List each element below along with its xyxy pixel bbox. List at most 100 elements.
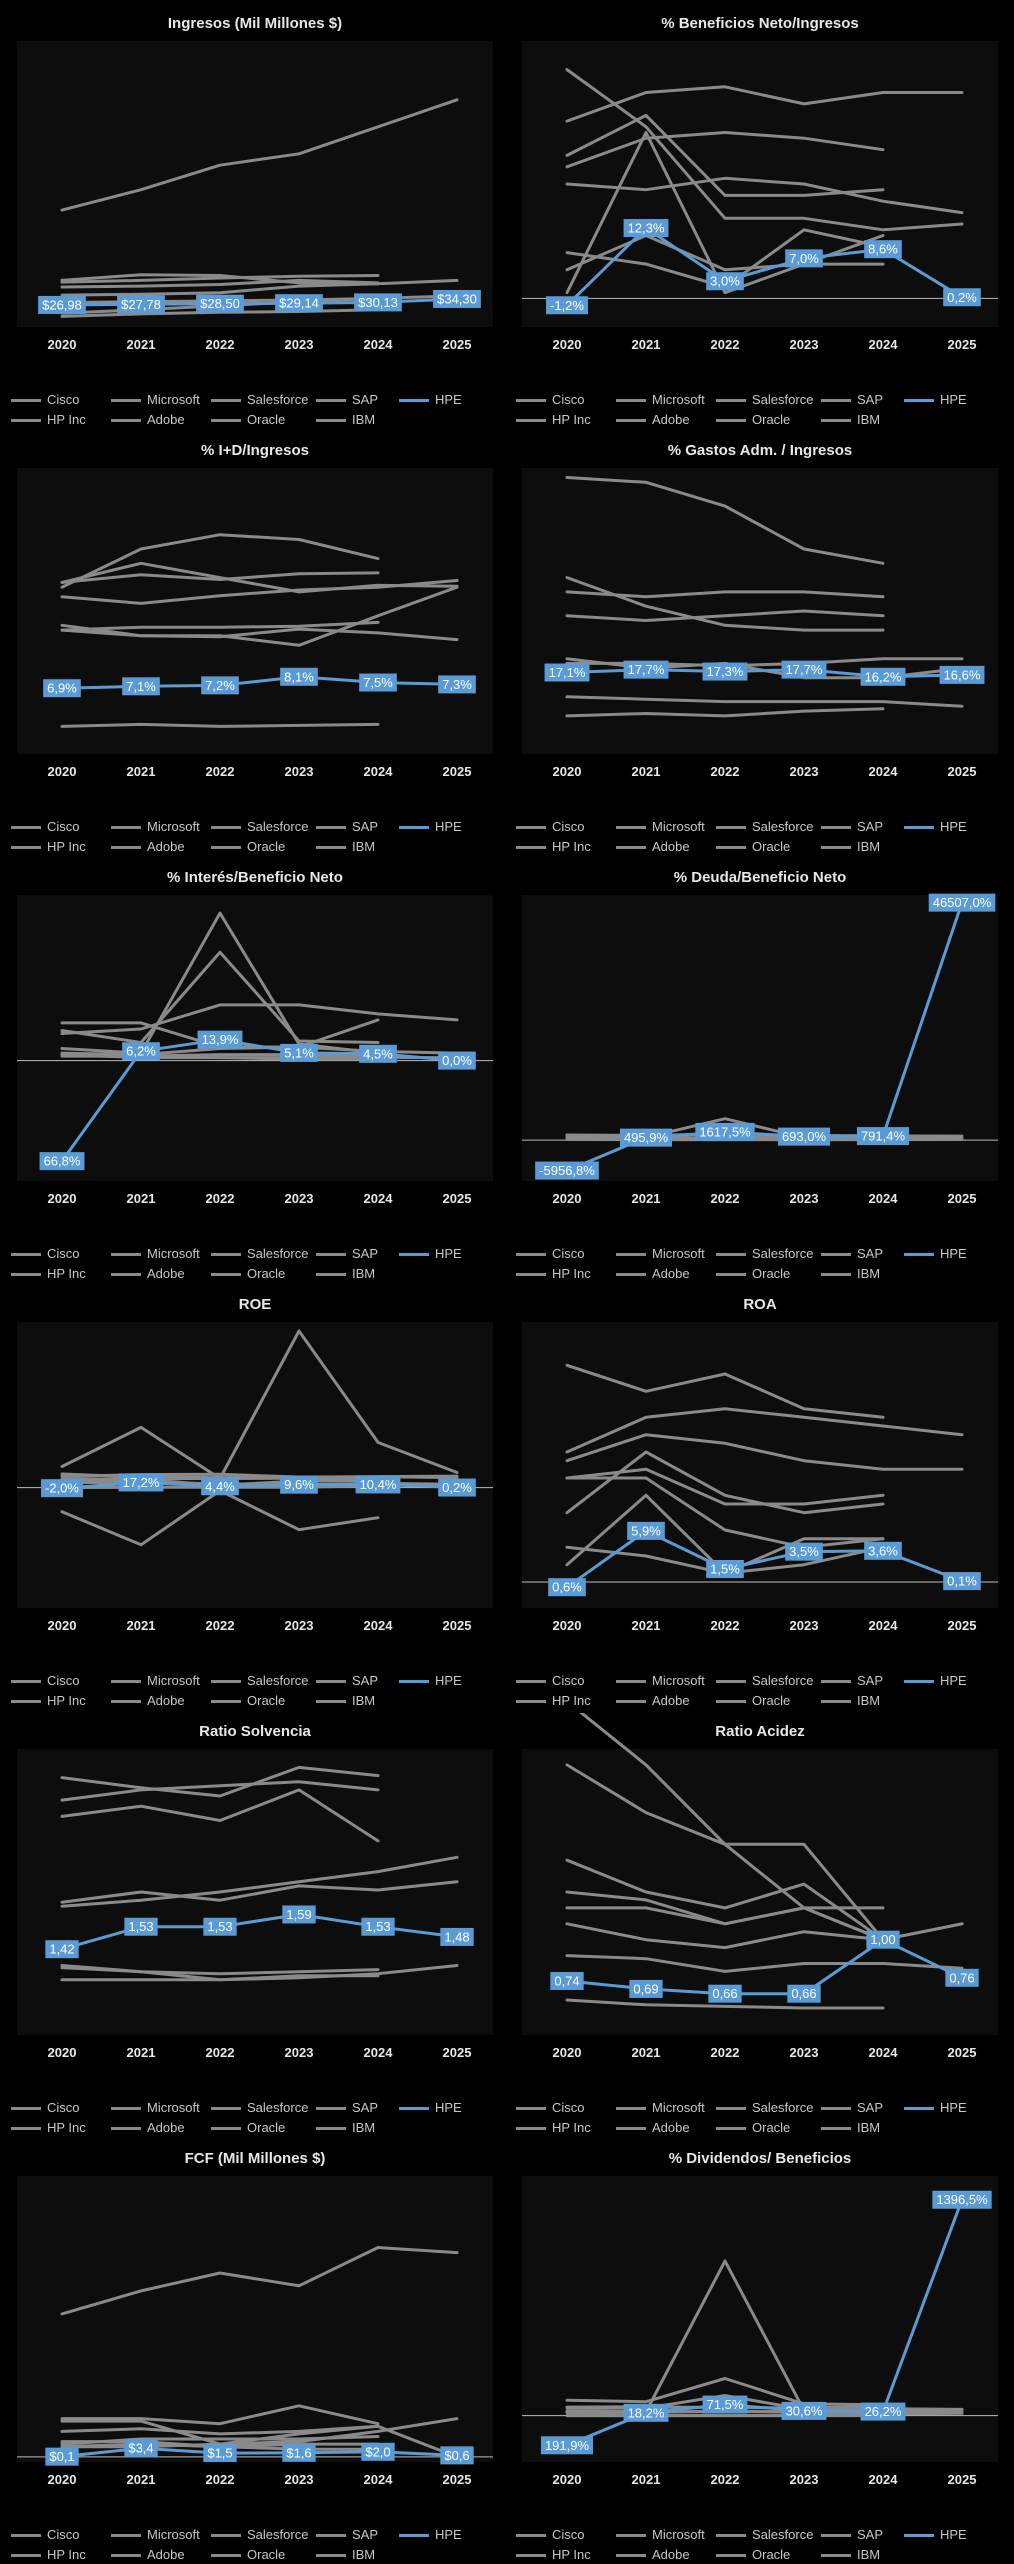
x-tick-label: 2022 xyxy=(711,764,740,779)
legend-swatch xyxy=(211,419,241,422)
data-label-text: 17,1% xyxy=(549,665,586,680)
data-label-hpe: 4,4% xyxy=(201,1477,239,1495)
data-label-hpe: 0,6% xyxy=(548,1578,586,1596)
data-label-text: 0,66 xyxy=(712,1986,737,2001)
legend-swatch xyxy=(316,846,346,849)
legend-swatch xyxy=(211,2534,241,2537)
legend-swatch xyxy=(11,399,41,402)
data-label-hpe: 46507,0% xyxy=(929,894,996,912)
data-label-text: 7,0% xyxy=(789,251,819,266)
legend-label: Salesforce xyxy=(247,2099,308,2117)
data-label-hpe: 18,2% xyxy=(624,2404,669,2422)
legend-swatch xyxy=(111,2107,141,2110)
x-tick-label: 2024 xyxy=(869,2472,899,2487)
data-label-text: 17,7% xyxy=(786,662,823,677)
legend-swatch xyxy=(316,419,346,422)
data-label-text: 5,1% xyxy=(284,1045,314,1060)
legend-label: Microsoft xyxy=(652,2099,705,2117)
legend-swatch xyxy=(399,826,429,829)
x-tick-label: 2022 xyxy=(206,2045,235,2060)
legend-label: Salesforce xyxy=(247,1672,308,1690)
legend-swatch xyxy=(111,1273,141,1276)
data-label-text: $34,30 xyxy=(437,291,477,306)
data-label-text: 3,0% xyxy=(710,274,740,289)
legend-swatch xyxy=(316,399,346,402)
legend-swatch xyxy=(111,399,141,402)
data-label-hpe: 1396,5% xyxy=(932,2191,991,2209)
x-tick-label: 2023 xyxy=(285,337,314,352)
legend-label: Microsoft xyxy=(147,818,200,836)
legend-label: Salesforce xyxy=(752,2526,813,2544)
data-label-hpe: 7,2% xyxy=(201,676,239,694)
legend-swatch xyxy=(211,1273,241,1276)
legend-label: HPE xyxy=(435,2526,462,2544)
data-label-text: 9,6% xyxy=(284,1477,314,1492)
data-label-hpe: 7,1% xyxy=(122,677,160,695)
legend-swatch xyxy=(716,419,746,422)
data-label-hpe: $0,1 xyxy=(45,2448,78,2466)
legend-swatch xyxy=(111,1680,141,1683)
data-label-text: 17,3% xyxy=(707,664,744,679)
legend-swatch xyxy=(11,1273,41,1276)
data-label-text: $27,78 xyxy=(121,297,161,312)
legend-label: Adobe xyxy=(652,411,690,429)
x-tick-label: 2025 xyxy=(443,337,472,352)
legend-label: Cisco xyxy=(552,2526,585,2544)
x-tick-label: 2022 xyxy=(206,1191,235,1206)
legend-label: Microsoft xyxy=(147,2526,200,2544)
legend-label: Cisco xyxy=(552,1245,585,1263)
legend-swatch xyxy=(516,419,546,422)
legend-label: SAP xyxy=(857,391,883,409)
legend-swatch xyxy=(11,1700,41,1703)
data-label-hpe: $34,30 xyxy=(433,290,481,308)
legend-label: SAP xyxy=(352,2526,378,2544)
x-tick-label: 2023 xyxy=(285,2472,314,2487)
data-label-hpe: 10,4% xyxy=(356,1475,401,1493)
data-label-text: 71,5% xyxy=(707,2397,744,2412)
data-label-hpe: 1,59 xyxy=(282,1905,315,1923)
x-tick-label: 2025 xyxy=(948,764,977,779)
legend-swatch xyxy=(616,399,646,402)
legend-swatch xyxy=(316,2127,346,2130)
legend-label: IBM xyxy=(857,1692,880,1710)
x-tick-label: 2021 xyxy=(632,764,661,779)
legend-swatch xyxy=(516,1253,546,1256)
legend-label: Cisco xyxy=(47,391,80,409)
legend-label: Microsoft xyxy=(147,2099,200,2117)
x-tick-label: 2023 xyxy=(790,1618,819,1633)
legend-swatch xyxy=(616,2534,646,2537)
legend-label: Cisco xyxy=(552,2099,585,2117)
x-tick-label: 2023 xyxy=(285,2045,314,2060)
x-tick-label: 2022 xyxy=(711,2472,740,2487)
data-label-text: 5,9% xyxy=(631,1523,661,1538)
legend-swatch xyxy=(616,1680,646,1683)
x-tick-label: 2021 xyxy=(127,2045,156,2060)
legend-label: SAP xyxy=(352,391,378,409)
legend-label: HP Inc xyxy=(47,1265,86,1283)
data-label-hpe: 71,5% xyxy=(703,2396,748,2414)
legend-label: Microsoft xyxy=(652,1672,705,1690)
legend-label: Adobe xyxy=(147,838,185,856)
chart-panel-deuda-beneficio-neto: % Deuda/Beneficio Neto-5956,8%495,9%1617… xyxy=(510,859,1010,1283)
x-tick-label: 2024 xyxy=(869,1618,899,1633)
x-tick-label: 2024 xyxy=(869,1191,899,1206)
legend-swatch xyxy=(616,1273,646,1276)
legend-label: Salesforce xyxy=(752,391,813,409)
plot-area xyxy=(17,468,493,754)
legend-label: HP Inc xyxy=(47,2119,86,2137)
legend-swatch xyxy=(399,2107,429,2110)
x-tick-label: 2021 xyxy=(127,2472,156,2487)
data-label-text: 1,53 xyxy=(207,1919,232,1934)
data-label-hpe: 4,5% xyxy=(359,1045,397,1063)
legend-label: Microsoft xyxy=(652,818,705,836)
x-tick-label: 2020 xyxy=(48,337,77,352)
data-label-hpe: 9,6% xyxy=(280,1476,318,1494)
data-label-hpe: 0,0% xyxy=(438,1052,476,1070)
data-label-text: $0,1 xyxy=(49,2449,74,2464)
legend-label: HP Inc xyxy=(47,2546,86,2564)
data-label-hpe: 0,76 xyxy=(945,1969,978,1987)
data-label-text: 10,4% xyxy=(360,1477,397,1492)
